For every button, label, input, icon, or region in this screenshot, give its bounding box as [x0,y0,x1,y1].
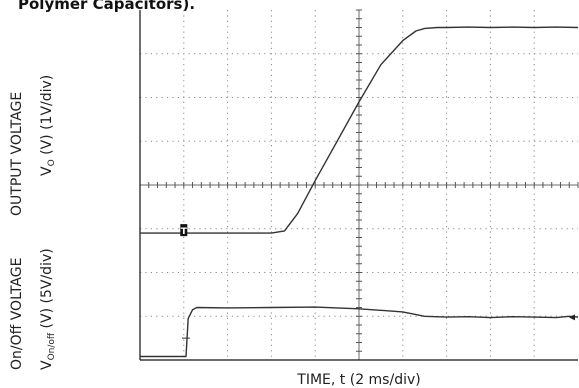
y-label-output-line1: OUTPUT VOLTAGE [9,92,25,216]
channel-right-marker: ◂ [569,309,575,323]
y-label-output-group: OUTPUT VOLTAGE VO (V) (1V/div) [9,75,57,216]
markers: T◂ [180,224,575,339]
trace-onoff [140,306,579,358]
x-axis-label: TIME, t (2 ms/div) [296,372,420,388]
traces [140,26,579,358]
trigger-marker-label: T [181,227,188,237]
y-label-output-line2: VO (V) (1V/div) [39,75,57,176]
y-label-onoff-line1: On/Off VOLTAGE [9,258,25,370]
title-fragment: Polymer Capacitors). [18,0,195,13]
trigger-marker-box [180,224,188,237]
grid [139,9,579,361]
trace-output [140,26,579,234]
y-label-onoff-line2: VOn/off (V) (5V/div) [39,248,57,370]
y-label-onoff-group: On/Off VOLTAGE VOn/off (V) (5V/div) [9,248,57,370]
